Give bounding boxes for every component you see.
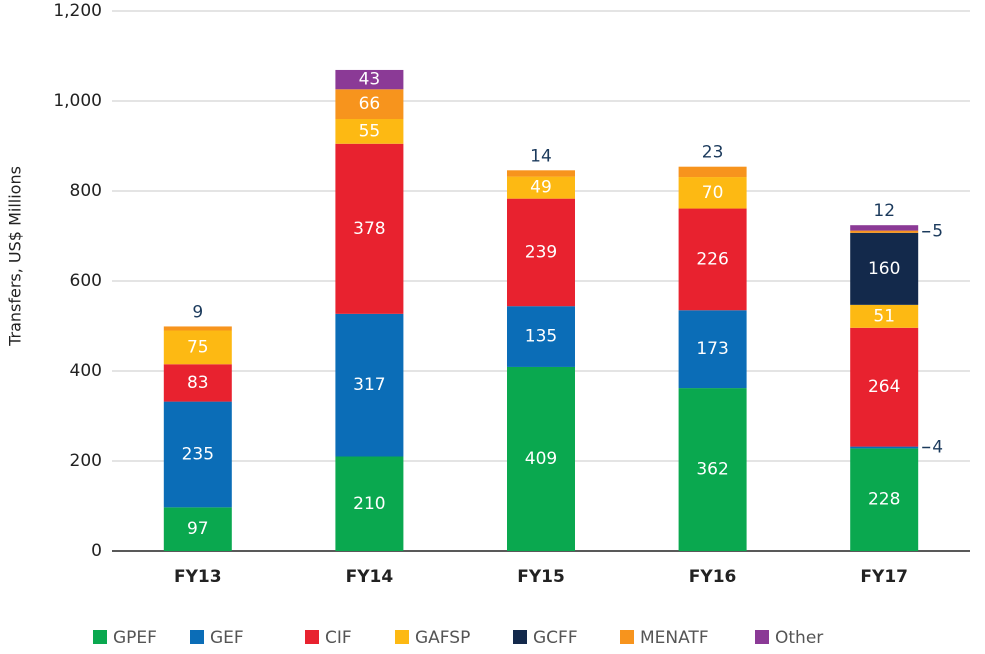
y-tick-label: 200 <box>70 451 102 471</box>
data-label: 51 <box>873 306 895 326</box>
y-tick-label: 1,200 <box>53 1 102 21</box>
data-label: 239 <box>525 242 557 262</box>
legend-swatch <box>620 630 634 644</box>
bar-segment <box>850 446 919 449</box>
data-label: 14 <box>530 146 552 166</box>
data-label: 317 <box>353 375 385 395</box>
x-tick-label: FY16 <box>689 567 737 587</box>
bar-segment <box>678 310 747 389</box>
data-label: 235 <box>182 444 214 464</box>
bar-segment <box>335 89 404 119</box>
data-label: 55 <box>359 121 381 141</box>
data-label: 75 <box>187 337 209 357</box>
data-label: 4 <box>932 438 943 458</box>
legend-label: GAFSP <box>415 628 470 648</box>
legend-swatch <box>395 630 409 644</box>
data-label: 135 <box>525 327 557 347</box>
bar-segment <box>507 170 575 177</box>
data-label: 362 <box>696 460 728 480</box>
bar-segment <box>163 326 232 331</box>
data-label: 83 <box>187 373 209 393</box>
bar-segment <box>335 119 404 144</box>
y-tick-label: 600 <box>70 271 102 291</box>
data-label: 228 <box>868 490 900 510</box>
legend-label: GCFF <box>533 628 578 648</box>
y-axis-label: Transfers, US$ Millions <box>6 166 25 347</box>
data-label: 409 <box>525 449 557 469</box>
y-tick-label: 0 <box>91 541 102 561</box>
data-label: 226 <box>696 249 728 269</box>
data-label: 70 <box>702 183 724 203</box>
bar-segment <box>335 313 404 457</box>
legend-swatch <box>755 630 769 644</box>
bar-segment <box>678 208 747 311</box>
bar-segment <box>507 198 575 307</box>
bar-segment <box>507 306 575 367</box>
data-label: 49 <box>530 178 552 198</box>
data-label: 5 <box>932 222 943 242</box>
x-tick-label: FY17 <box>860 567 908 587</box>
bar-segment <box>850 230 919 233</box>
data-label: 378 <box>353 219 385 239</box>
bar-segment <box>163 401 232 508</box>
y-tick-label: 400 <box>70 361 102 381</box>
bar-segment <box>163 330 232 365</box>
data-label: 173 <box>696 339 728 359</box>
data-label: 12 <box>873 201 895 221</box>
y-tick-label: 800 <box>70 181 102 201</box>
legend-label: GPEF <box>113 628 157 648</box>
bar-segment <box>850 327 919 447</box>
bar-segment <box>335 69 404 90</box>
data-label: 97 <box>187 519 209 539</box>
legend-swatch <box>190 630 204 644</box>
bar-segment <box>507 176 575 199</box>
bar-segment <box>850 232 919 305</box>
data-label: 264 <box>868 377 900 397</box>
bar-segment <box>850 225 919 231</box>
x-tick-label: FY13 <box>174 567 222 587</box>
y-tick-label: 1,000 <box>53 91 102 111</box>
legend-label: CIF <box>325 628 352 648</box>
bar-segment <box>507 366 575 551</box>
bar-segment <box>163 507 232 551</box>
legend-swatch <box>93 630 107 644</box>
bar-segment <box>678 166 747 178</box>
data-label: 66 <box>359 94 381 114</box>
data-label: 23 <box>702 143 724 163</box>
data-label: 43 <box>359 70 381 90</box>
x-tick-label: FY14 <box>346 567 394 587</box>
bar-segment <box>678 177 747 209</box>
bar-segment <box>335 143 404 314</box>
legend-swatch <box>305 630 319 644</box>
bar-segment <box>163 364 232 402</box>
bar-segment <box>335 456 404 551</box>
legend-swatch <box>513 630 527 644</box>
bar-segment <box>678 388 747 551</box>
data-label: 160 <box>868 259 900 279</box>
legend-label: GEF <box>210 628 244 648</box>
x-tick-label: FY15 <box>517 567 565 587</box>
legend-label: Other <box>775 628 823 648</box>
data-label: 210 <box>353 494 385 514</box>
legend-label: MENATF <box>640 628 709 648</box>
bar-segment <box>850 448 919 551</box>
data-label: 9 <box>192 302 203 322</box>
bar-segment <box>850 304 919 328</box>
